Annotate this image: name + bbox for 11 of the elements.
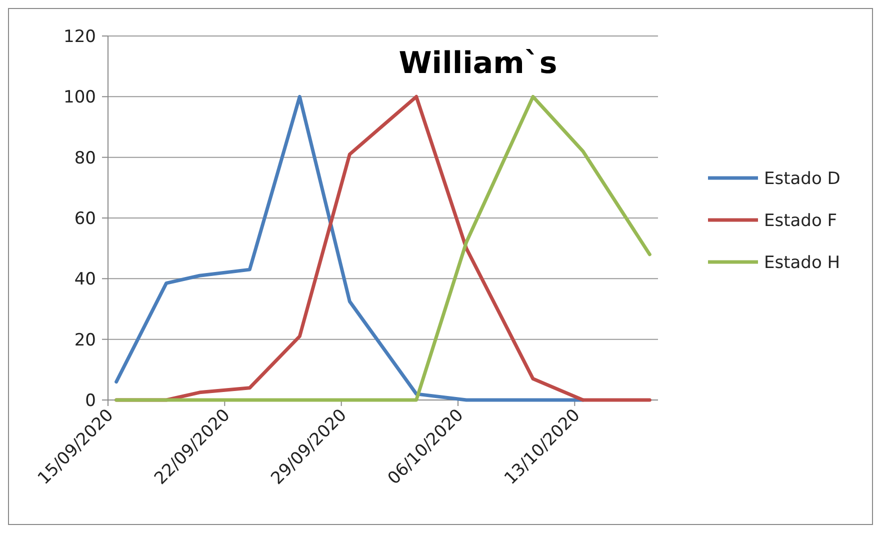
- y-tick-label: 100: [64, 88, 96, 108]
- y-tick-label: 120: [64, 26, 96, 47]
- y-tick-label: 0: [85, 390, 96, 411]
- y-tick-label: 80: [74, 148, 96, 168]
- y-tick-label: 60: [74, 208, 96, 229]
- legend-label: Estado F: [764, 210, 838, 231]
- legend-label: Estado H: [764, 252, 840, 273]
- legend-label: Estado D: [764, 168, 840, 189]
- y-tick-label: 40: [74, 270, 96, 290]
- chart-title: William`s: [398, 46, 558, 81]
- y-tick-label: 20: [74, 330, 96, 350]
